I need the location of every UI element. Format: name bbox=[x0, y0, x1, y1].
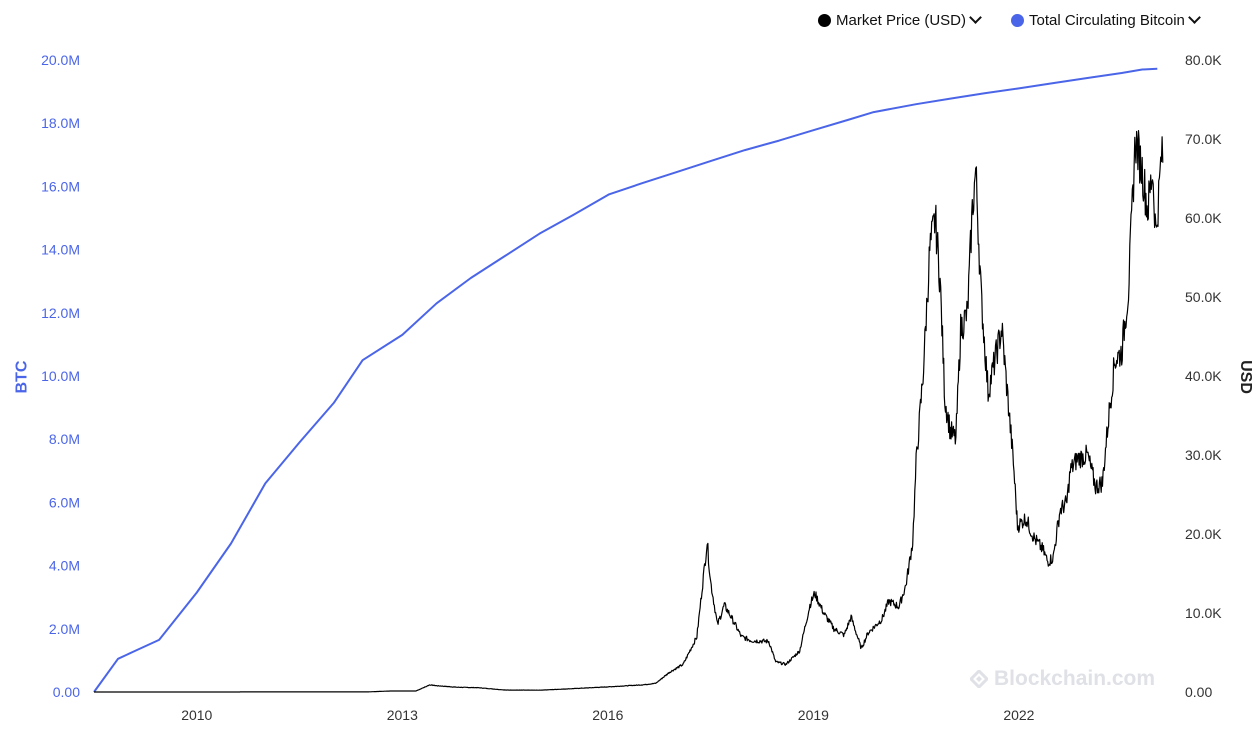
y-axis-right-title: USD bbox=[1236, 360, 1254, 394]
legend-label-circulating-bitcoin: Total Circulating Bitcoin bbox=[1029, 11, 1185, 29]
y-left-tick-label: 6.0M bbox=[49, 494, 80, 510]
blockchain-logo-icon bbox=[968, 668, 990, 690]
y-left-tick-label: 12.0M bbox=[41, 305, 80, 321]
legend-item-market-price[interactable]: Market Price (USD) bbox=[818, 10, 982, 30]
watermark-text: Blockchain.com bbox=[994, 667, 1156, 690]
x-tick-label: 2013 bbox=[387, 707, 418, 723]
series-layer bbox=[93, 67, 1164, 693]
watermark: Blockchain.com bbox=[968, 667, 1156, 691]
x-axis-ticks: 2010 2013 2016 2019 2022 bbox=[181, 707, 1034, 723]
y-right-tick-label: 40.0K bbox=[1185, 368, 1222, 384]
y-right-tick-label: 50.0K bbox=[1185, 289, 1222, 305]
series-line-market-price bbox=[94, 130, 1164, 693]
chevron-down-icon[interactable] bbox=[1188, 11, 1201, 24]
y-right-tick-label: 10.0K bbox=[1185, 605, 1222, 621]
y-right-tick-label: 0.00 bbox=[1185, 684, 1212, 700]
y-right-tick-label: 70.0K bbox=[1185, 131, 1222, 147]
market-price-dot-icon bbox=[818, 13, 831, 27]
y-axis-left-title: BTC bbox=[13, 360, 31, 394]
x-tick-label: 2022 bbox=[1003, 707, 1034, 723]
x-tick-label: 2010 bbox=[181, 707, 212, 723]
y-left-tick-label: 16.0M bbox=[41, 178, 80, 194]
y-left-tick-label: 18.0M bbox=[41, 115, 80, 131]
chevron-down-icon[interactable] bbox=[969, 11, 982, 24]
y-left-tick-label: 10.0M bbox=[41, 368, 80, 384]
y-left-tick-label: 2.0M bbox=[49, 621, 80, 637]
x-tick-label: 2016 bbox=[592, 707, 623, 723]
y-left-tick-label: 4.0M bbox=[49, 558, 80, 574]
y-axis-right-ticks: 0.00 10.0K 20.0K 30.0K 40.0K 50.0K 60.0K 70.0K 8… bbox=[1185, 52, 1222, 700]
x-tick-label: 2019 bbox=[798, 707, 829, 723]
legend-item-circulating-bitcoin[interactable]: Total Circulating Bitcoin bbox=[1011, 10, 1201, 30]
y-axis-left-ticks: 0.00 2.0M 4.0M 6.0M 8.0M 10.0M 12.0M 14.0M 16.0M… bbox=[41, 52, 80, 700]
y-right-tick-label: 60.0K bbox=[1185, 210, 1222, 226]
y-right-tick-label: 80.0K bbox=[1185, 52, 1222, 68]
y-right-tick-label: 20.0K bbox=[1185, 526, 1222, 542]
y-left-tick-label: 8.0M bbox=[49, 431, 80, 447]
y-left-tick-label: 14.0M bbox=[41, 242, 80, 258]
legend-label-market-price: Market Price (USD) bbox=[836, 11, 967, 29]
y-right-tick-label: 30.0K bbox=[1185, 447, 1222, 463]
y-left-tick-label: 0.00 bbox=[53, 684, 80, 700]
circulating-bitcoin-dot-icon bbox=[1011, 13, 1024, 27]
series-line-circulating-bitcoin bbox=[93, 67, 1158, 693]
y-left-tick-label: 20.0M bbox=[41, 52, 80, 68]
